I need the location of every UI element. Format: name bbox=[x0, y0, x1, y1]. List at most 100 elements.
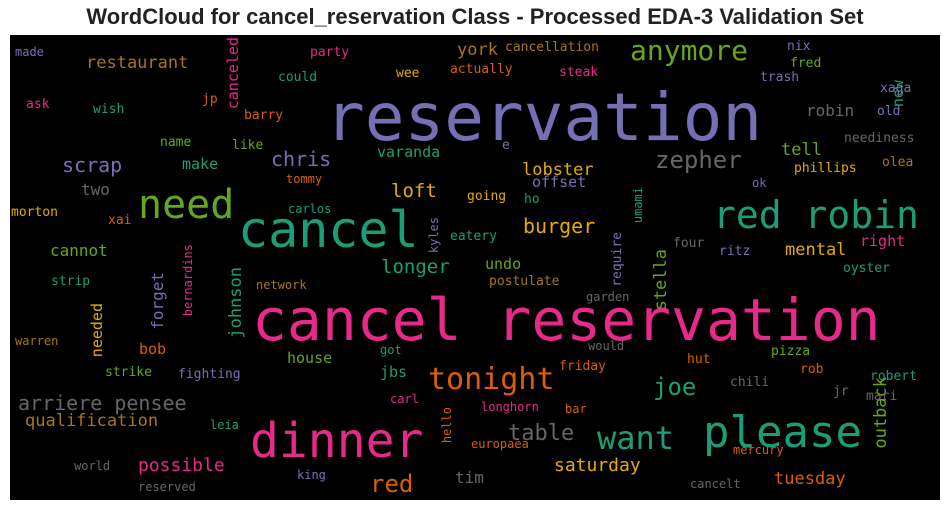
word-nix: nix bbox=[787, 39, 811, 54]
word-ask: ask bbox=[26, 97, 50, 112]
word-ok: ok bbox=[752, 176, 767, 190]
word-could: could bbox=[278, 70, 318, 85]
word-strike: strike bbox=[105, 365, 152, 380]
word-kyles: kyles bbox=[427, 217, 441, 254]
word-lobster: lobster bbox=[522, 160, 594, 180]
word-e: e bbox=[502, 138, 510, 153]
word-name: name bbox=[160, 135, 192, 150]
word-possible: possible bbox=[138, 455, 225, 476]
word-tell: tell bbox=[781, 140, 822, 160]
word-mari: mari bbox=[866, 389, 898, 404]
word-wish: wish bbox=[93, 102, 125, 117]
word-jr: jr bbox=[833, 384, 849, 399]
word-canceled: canceled bbox=[224, 37, 242, 110]
word-party: party bbox=[310, 45, 350, 60]
word-bob: bob bbox=[139, 340, 167, 358]
word-friday: friday bbox=[559, 359, 606, 374]
word-actually: actually bbox=[450, 62, 513, 77]
word-hello: hello bbox=[440, 407, 454, 444]
word-require: require bbox=[610, 232, 625, 287]
word-old: old bbox=[877, 104, 901, 119]
word-two: two bbox=[81, 180, 110, 199]
word-cancelt: cancelt bbox=[690, 477, 741, 491]
word-varanda: varanda bbox=[377, 143, 441, 161]
word-joe: joe bbox=[653, 373, 697, 401]
word-oyster: oyster bbox=[843, 261, 890, 276]
word-robin: robin bbox=[806, 101, 855, 120]
word-bernardins: bernardins bbox=[181, 244, 195, 317]
word-saturday: saturday bbox=[554, 455, 641, 476]
word-robert: robert bbox=[870, 369, 917, 384]
word-xai: xai bbox=[108, 213, 132, 228]
word-world: world bbox=[74, 459, 111, 473]
word-red-robin: red robin bbox=[713, 193, 919, 237]
word-make: make bbox=[182, 155, 219, 173]
word-olea: olea bbox=[882, 155, 914, 170]
word-chili: chili bbox=[730, 375, 770, 390]
word-house: house bbox=[287, 349, 333, 367]
word-mental: mental bbox=[785, 240, 847, 260]
word-bar: bar bbox=[565, 402, 587, 416]
word-right: right bbox=[860, 232, 906, 250]
word-strip: strip bbox=[51, 274, 91, 289]
word-arriere-pensee: arriere pensee bbox=[18, 391, 187, 415]
word-garden: garden bbox=[586, 290, 630, 304]
word-made: made bbox=[15, 45, 44, 59]
word-ritz: ritz bbox=[719, 244, 751, 259]
word-carlos: carlos bbox=[288, 202, 332, 216]
word-please: please bbox=[703, 407, 862, 458]
word-scrap: scrap bbox=[62, 153, 123, 177]
word-cancel-reservation: cancel reservation bbox=[252, 286, 881, 354]
word-reserved: reserved bbox=[138, 480, 196, 494]
word-offset: offset bbox=[532, 173, 587, 191]
word-mercury: mercury bbox=[733, 443, 784, 457]
word-reservation: reservation bbox=[325, 79, 763, 156]
word-steak: steak bbox=[559, 65, 599, 80]
word-york: york bbox=[457, 40, 498, 60]
word-cancellation: cancellation bbox=[505, 40, 599, 55]
word-red: red bbox=[370, 470, 414, 498]
word-needed: needed bbox=[88, 303, 106, 358]
word-forget: forget bbox=[148, 272, 167, 330]
word-need: need bbox=[138, 182, 235, 228]
word-like: like bbox=[232, 138, 264, 153]
word-dinner: dinner bbox=[250, 413, 424, 469]
word-xaga: xaga bbox=[880, 81, 912, 96]
word-leia: leia bbox=[210, 418, 239, 432]
word-zepher: zepher bbox=[655, 146, 742, 174]
word-barry: barry bbox=[244, 108, 284, 123]
word-going: going bbox=[467, 189, 507, 204]
word-eatery: eatery bbox=[450, 229, 497, 244]
wordcloud-canvas: cancel reservation reservation cancel dinne… bbox=[10, 35, 940, 500]
word-umami: umami bbox=[631, 187, 645, 224]
word-anymore: anymore bbox=[630, 35, 749, 67]
word-johnson: johnson bbox=[226, 267, 246, 339]
word-undo: undo bbox=[485, 255, 522, 273]
word-longhorn: longhorn bbox=[481, 400, 539, 414]
word-longer: longer bbox=[381, 256, 450, 278]
word-trash: trash bbox=[760, 70, 800, 85]
word-restaurant: restaurant bbox=[86, 53, 189, 73]
word-outback: outback bbox=[871, 377, 891, 449]
word-neediness: neediness bbox=[844, 131, 915, 146]
word-cancel: cancel bbox=[238, 201, 419, 259]
word-fred: fred bbox=[790, 56, 822, 71]
word-tuesday: tuesday bbox=[774, 469, 846, 489]
word-hut: hut bbox=[687, 352, 711, 367]
word-four: four bbox=[673, 236, 705, 251]
word-warren: warren bbox=[15, 334, 59, 348]
word-pizza: pizza bbox=[771, 344, 811, 359]
word-tonight: tonight bbox=[428, 362, 555, 397]
word-would: would bbox=[588, 339, 625, 353]
word-morton: morton bbox=[11, 205, 58, 220]
word-stella: stella bbox=[651, 249, 671, 311]
word-phillips: phillips bbox=[794, 161, 857, 176]
word-jp: jp bbox=[202, 92, 218, 107]
word-wee: wee bbox=[396, 66, 420, 81]
word-carl: carl bbox=[390, 392, 419, 406]
word-ho: ho bbox=[524, 192, 540, 207]
word-jbs: jbs bbox=[380, 363, 408, 381]
word-postulate: postulate bbox=[489, 274, 560, 289]
word-king: king bbox=[297, 468, 326, 482]
word-rob: rob bbox=[800, 362, 824, 377]
